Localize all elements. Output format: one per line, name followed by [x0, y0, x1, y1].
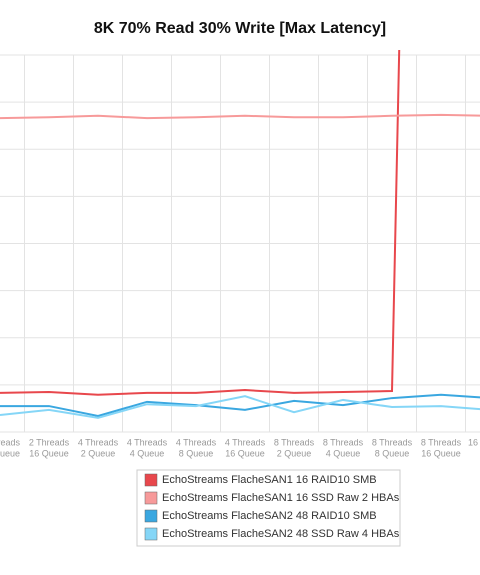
x-tick-label: 16 Queue [421, 448, 461, 458]
x-tick-label: 4 Queue [326, 448, 361, 458]
x-tick-label: 4 Threads [176, 437, 217, 447]
x-tick-label: 8 Queue [179, 448, 214, 458]
x-tick-label: 8 Threads [372, 437, 413, 447]
legend-swatch [144, 473, 158, 487]
legend-label: EchoStreams FlacheSAN1 16 RAID10 SMB [162, 474, 377, 486]
legend-label: EchoStreams FlacheSAN1 16 SSD Raw 2 HBAs [162, 492, 400, 504]
series-line [0, 393, 480, 418]
x-tick-label: 4 Threads [127, 437, 168, 447]
grid [0, 54, 480, 433]
x-tick-label: 16 Queue [225, 448, 265, 458]
x-tick-label: 16 [468, 437, 478, 447]
x-tick-label: 8 Threads [323, 437, 364, 447]
x-tick-label: reads [0, 437, 20, 447]
x-tick-label: 8 Threads [421, 437, 462, 447]
legend-swatch [144, 509, 158, 523]
series-line [0, 50, 401, 396]
x-tick-label: 8 Threads [274, 437, 315, 447]
x-tick-label: 4 Threads [225, 437, 266, 447]
x-tick-label: 16 Queue [29, 448, 69, 458]
x-tick-label: 2 Threads [29, 437, 70, 447]
plot-area [0, 50, 480, 419]
series-line [0, 395, 480, 419]
legend-swatch [144, 527, 158, 541]
legend: EchoStreams FlacheSAN1 16 RAID10 SMB Echo… [144, 473, 400, 541]
legend-swatch [144, 491, 158, 505]
legend-label: EchoStreams FlacheSAN2 48 SSD Raw 4 HBAs [162, 528, 400, 540]
x-tick-label: ueue [0, 448, 20, 458]
x-tick-label: 4 Queue [130, 448, 165, 458]
x-tick-label: 8 Queue [375, 448, 410, 458]
x-tick-label: 2 Queue [81, 448, 116, 458]
legend-box [136, 469, 401, 547]
x-tick-label: 4 Threads [78, 437, 119, 447]
x-tick-label: 2 Queue [277, 448, 312, 458]
legend-label: EchoStreams FlacheSAN2 48 RAID10 SMB [162, 510, 377, 522]
chart-title: 8K 70% Read 30% Write [Max Latency] [94, 20, 386, 37]
series-line [0, 113, 480, 120]
